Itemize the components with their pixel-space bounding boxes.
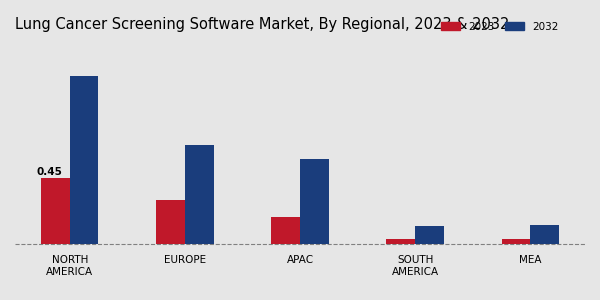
Text: Lung Cancer Screening Software Market, By Regional, 2023 & 2032: Lung Cancer Screening Software Market, B… (15, 17, 509, 32)
Bar (530, 225, 559, 244)
Bar (70, 76, 98, 244)
Legend: 2023, 2032: 2023, 2032 (437, 18, 563, 36)
Bar (386, 239, 415, 244)
Bar (185, 145, 214, 244)
Bar (271, 218, 300, 244)
Bar (415, 226, 444, 244)
Bar (41, 178, 70, 244)
Bar (502, 239, 530, 244)
Bar (156, 200, 185, 244)
Bar (300, 159, 329, 244)
Text: 0.45: 0.45 (37, 167, 63, 177)
